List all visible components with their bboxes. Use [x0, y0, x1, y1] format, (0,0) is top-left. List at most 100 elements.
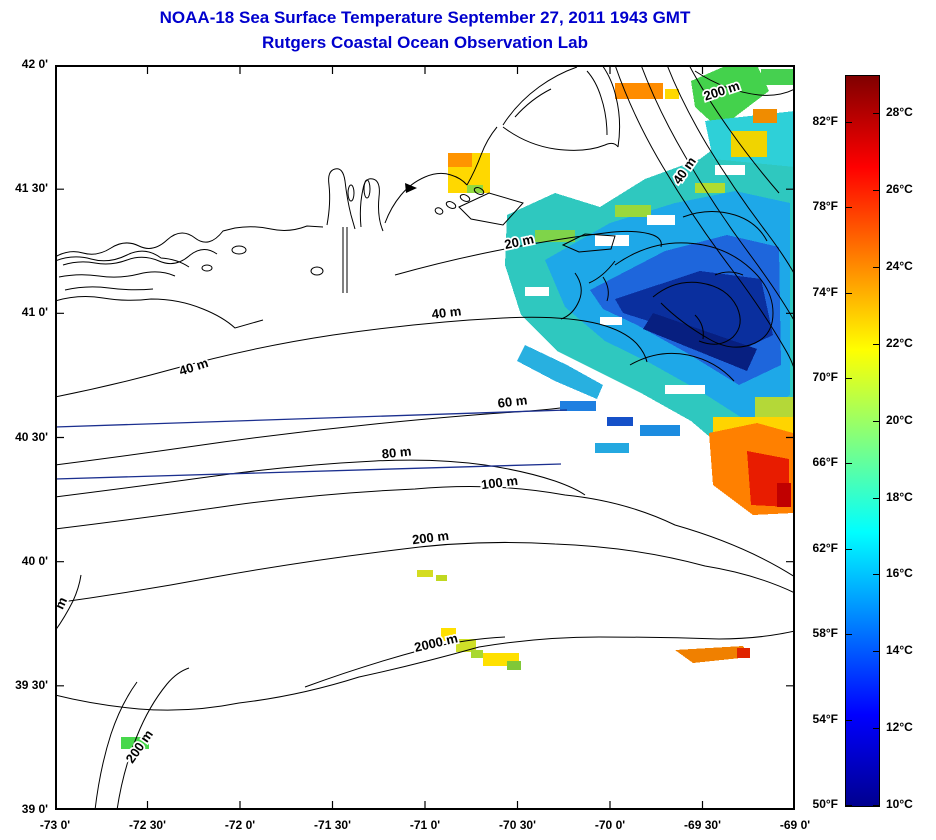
coastline-and-bathymetry-contours	[55, 65, 795, 810]
sst-patch	[417, 570, 433, 577]
x-tick-label: -72 30'	[129, 818, 166, 832]
contour-label: 60 m	[497, 392, 528, 411]
figure-subtitle: Rutgers Coastal Ocean Observation Lab	[262, 33, 588, 52]
y-tick-label: 41 0'	[21, 305, 48, 320]
sst-patch	[640, 425, 680, 436]
x-tick-label: -71 30'	[314, 818, 351, 832]
figure-title: NOAA-18 Sea Surface Temperature Septembe…	[159, 8, 691, 27]
contour-label: m	[55, 595, 70, 612]
colorbar-celsius-label: 18°C	[886, 489, 913, 504]
colorbar-celsius-label: 24°C	[886, 259, 913, 274]
sst-patch	[471, 650, 483, 658]
colorbar-tick	[873, 343, 879, 345]
colorbar-celsius-label: 12°C	[886, 720, 913, 735]
colorbar-tick	[846, 805, 852, 806]
sst-patch	[777, 483, 791, 507]
transect-line-1	[55, 409, 568, 428]
sst-patch	[436, 575, 447, 581]
sst-patch	[715, 165, 745, 175]
sst-patch	[761, 69, 793, 85]
colorbar-fahrenheit-label: 66°F	[812, 455, 838, 470]
sst-patch	[615, 205, 651, 217]
sst-patch	[525, 287, 549, 296]
colorbar-celsius-label: 22°C	[886, 335, 913, 350]
transect-line-2	[55, 463, 562, 480]
sst-patch	[643, 313, 757, 371]
colorbar-fahrenheit-label: 70°F	[812, 370, 838, 385]
sst-patch	[755, 397, 793, 419]
contour-label: 100 m	[480, 473, 518, 492]
sst-patch	[737, 648, 750, 658]
colorbar-fahrenheit-label: 50°F	[812, 797, 838, 811]
sst-patch	[121, 737, 149, 749]
x-tick-label: -71 0'	[409, 818, 441, 832]
contour-label: 200 m	[411, 528, 449, 547]
sst-patch	[665, 385, 705, 394]
colorbar-celsius-label: 20°C	[886, 412, 913, 427]
y-tick-label: 42 0'	[21, 57, 48, 71]
colorbar-tick	[873, 113, 879, 115]
contour-label: 2000 m	[413, 630, 459, 655]
colorbar-tick	[873, 267, 879, 269]
sst-patch	[675, 646, 750, 663]
x-tick-label: -70 30'	[499, 818, 536, 832]
colorbar-tick	[873, 420, 879, 422]
contour-label: 40 m	[177, 355, 210, 378]
colorbar-tick	[873, 574, 879, 576]
sst-patch	[647, 215, 675, 225]
x-tick-label: -69 30'	[684, 818, 721, 832]
sst-patch	[467, 185, 483, 193]
sst-patch	[517, 345, 603, 399]
x-tick-label: -72 0'	[224, 818, 256, 832]
colorbar-tick	[846, 463, 852, 465]
y-tick-label: 39 0'	[21, 802, 48, 816]
sst-patch	[731, 131, 767, 157]
sst-patch	[607, 417, 633, 426]
colorbar-celsius-label: 10°C	[886, 797, 913, 811]
colorbar-celsius-label: 26°C	[886, 182, 913, 197]
colorbar-tick	[873, 651, 879, 653]
colorbar-fahrenheit-label: 74°F	[812, 284, 838, 299]
colorbar-tick	[846, 121, 852, 123]
colorbar-fahrenheit-label: 62°F	[812, 540, 838, 555]
x-tick-label: -73 0'	[39, 818, 71, 832]
sst-patch	[441, 628, 456, 641]
colorbar-tick	[873, 497, 879, 499]
sst-patch	[695, 183, 725, 193]
colorbar-tick	[873, 728, 879, 730]
vertical-feature-line	[342, 227, 348, 293]
y-tick-label: 41 30'	[15, 181, 48, 196]
colorbar-celsius-label: 16°C	[886, 566, 913, 581]
y-tick-label: 40 30'	[15, 429, 48, 444]
colorbar-fahrenheit-label: 54°F	[812, 711, 838, 726]
small-arrow-mark	[405, 183, 417, 193]
sst-patch	[665, 89, 679, 99]
sst-patch	[753, 109, 777, 123]
colorbar-fahrenheit-label: 78°F	[812, 199, 838, 214]
sst-patch	[595, 235, 629, 246]
y-tick-label: 39 30'	[15, 677, 48, 692]
colorbar-tick	[846, 548, 852, 550]
sst-patch	[615, 83, 663, 99]
sst-patch	[600, 317, 622, 325]
x-tick-label: -70 0'	[594, 818, 626, 832]
colorbar-tick	[846, 378, 852, 380]
y-tick-label: 40 0'	[21, 553, 48, 568]
sst-patch	[560, 401, 596, 411]
plot-border	[55, 65, 795, 810]
colorbar-gradient	[845, 75, 880, 807]
colorbar-celsius-label: 14°C	[886, 643, 913, 658]
colorbar-tick	[846, 207, 852, 209]
contour-label: 80 m	[381, 444, 412, 462]
colorbar-tick	[846, 634, 852, 636]
contour-label: 40 m	[431, 303, 462, 322]
colorbar-tick	[846, 719, 852, 721]
sst-patch	[691, 65, 769, 129]
x-tick-label: -69 0'	[779, 818, 811, 832]
colorbar-tick	[873, 190, 879, 192]
colorbar-celsius-label: 28°C	[886, 105, 913, 120]
colorbar-fahrenheit-label: 58°F	[812, 626, 838, 641]
sst-patch	[595, 443, 629, 453]
